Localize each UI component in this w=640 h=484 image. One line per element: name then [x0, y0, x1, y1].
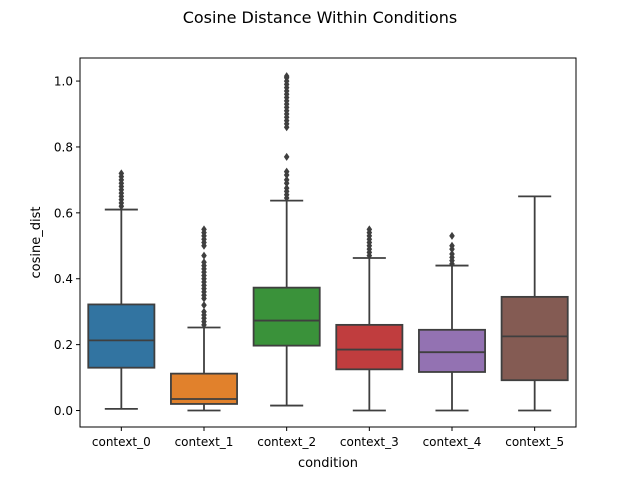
y-tick-label: 0.2	[54, 338, 73, 352]
box-context_1	[170, 225, 238, 412]
x-axis-label: condition	[298, 456, 358, 471]
y-tick-label: 0.8	[54, 140, 73, 154]
outlier-point	[201, 301, 207, 310]
box-context_0	[87, 169, 156, 410]
iqr-box	[87, 303, 156, 369]
x-tick-label: context_2	[257, 435, 316, 449]
x-tick-label: context_3	[340, 435, 399, 449]
y-tick-label: 0.4	[54, 272, 73, 286]
iqr-box	[418, 328, 486, 373]
iqr-box	[335, 323, 404, 371]
outlier-point	[201, 251, 207, 260]
outlier-point	[283, 184, 290, 193]
chart-title: Cosine Distance Within Conditions	[183, 8, 458, 27]
box-series	[87, 72, 569, 412]
plot-area-frame	[79, 57, 577, 428]
x-tick-label: context_1	[175, 435, 234, 449]
box-context_3	[335, 225, 404, 412]
y-tick-label: 0.0	[54, 404, 73, 418]
iqr-box	[252, 286, 321, 347]
y-axis-label: cosine_dist	[29, 207, 44, 279]
outlier-point	[283, 152, 290, 161]
outlier-point	[118, 169, 125, 178]
x-tick-label: context_4	[423, 435, 482, 449]
x-tick-label: context_0	[92, 435, 151, 449]
outlier-point	[449, 231, 455, 240]
outlier-point	[201, 225, 207, 234]
box-context_5	[500, 195, 569, 412]
box-context_4	[418, 231, 486, 412]
outlier-point	[201, 258, 207, 267]
outlier-point	[283, 175, 290, 184]
x-tick-label: context_5	[505, 435, 564, 449]
y-tick-label: 1.0	[54, 75, 73, 89]
box-context_2	[252, 72, 321, 407]
outlier-point	[283, 167, 290, 176]
outlier-point	[449, 250, 455, 259]
y-axis: 0.0 0.2 0.4 0.6 0.8 1.0	[54, 75, 80, 418]
outlier-point	[366, 225, 373, 234]
outlier-point	[449, 241, 455, 250]
iqr-box	[500, 295, 569, 382]
y-tick-label: 0.6	[54, 206, 73, 220]
x-axis: context_0 context_1 context_2 context_3 cont…	[92, 427, 564, 449]
outlier-point	[283, 72, 290, 81]
outlier-point	[201, 307, 207, 316]
